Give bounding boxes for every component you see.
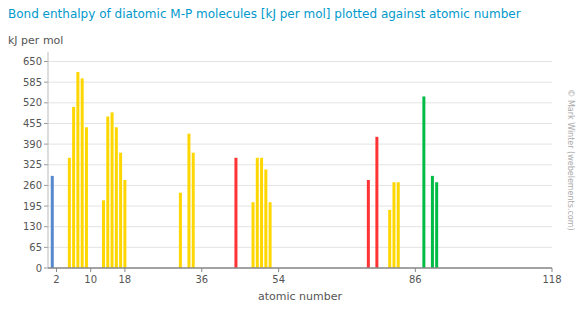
- chart: 0 65 130 195 260 325 390 455 520 585 650 2 10 18 36 54 8…: [0, 0, 580, 315]
- bar: [264, 170, 267, 268]
- y-tick: [44, 123, 48, 124]
- grid-line: [48, 268, 552, 269]
- bar: [375, 137, 378, 268]
- grid-line: [48, 164, 552, 165]
- bar: [234, 158, 237, 268]
- bar: [269, 202, 272, 268]
- bar: [367, 180, 370, 268]
- y-tick: [44, 268, 48, 269]
- y-tick-label: 650: [23, 56, 42, 67]
- y-tick-label: 0: [36, 263, 42, 274]
- bar: [51, 176, 54, 268]
- bars: [51, 72, 438, 268]
- x-tick: [415, 268, 416, 272]
- bar: [81, 78, 84, 268]
- x-tick: [56, 268, 57, 272]
- bar: [431, 176, 434, 268]
- y-tick-label: 585: [23, 77, 42, 88]
- bar: [119, 153, 122, 268]
- bar: [256, 158, 259, 268]
- y-grid: [48, 62, 552, 268]
- bar: [388, 210, 391, 268]
- y-tick: [44, 61, 48, 62]
- y-tick: [44, 206, 48, 207]
- y-tick-label: 520: [23, 97, 42, 108]
- x-tick: [278, 268, 279, 272]
- bar: [435, 182, 438, 268]
- x-tick: [552, 268, 553, 272]
- y-tick: [44, 82, 48, 83]
- y-tick-label: 195: [23, 201, 42, 212]
- x-tick-label: 86: [409, 274, 422, 285]
- y-tick-label: 260: [23, 180, 42, 191]
- grid-line: [48, 123, 552, 124]
- bar: [392, 182, 395, 268]
- y-tick: [44, 185, 48, 186]
- y-tick: [44, 102, 48, 103]
- y-tick: [44, 144, 48, 145]
- grid-line: [48, 61, 552, 62]
- y-tick: [44, 226, 48, 227]
- y-tick: [44, 247, 48, 248]
- y-tick: [44, 164, 48, 165]
- bar: [115, 127, 118, 268]
- bar: [179, 193, 182, 268]
- grid-line: [48, 82, 552, 83]
- grid-line: [48, 144, 552, 145]
- bar: [68, 158, 71, 268]
- x-axis-label: atomic number: [258, 290, 343, 303]
- bar: [123, 180, 126, 268]
- x-tick-label: 18: [119, 274, 132, 285]
- bar: [111, 112, 114, 268]
- x-tick-label: 10: [84, 274, 97, 285]
- x-tick-label: 118: [542, 274, 561, 285]
- bar: [397, 182, 400, 268]
- bar: [260, 158, 263, 268]
- y-tick-label: 130: [23, 221, 42, 232]
- bar: [422, 96, 425, 268]
- bar: [252, 202, 255, 268]
- x-tick-label: 54: [272, 274, 285, 285]
- bar: [192, 153, 195, 268]
- bar: [106, 116, 109, 268]
- x-axis-line: [48, 267, 552, 269]
- x-tick: [201, 268, 202, 272]
- title: Bond enthalpy of diatomic M-P molecules …: [8, 7, 521, 21]
- bar: [72, 107, 75, 268]
- grid-line: [48, 102, 552, 103]
- y-axis-line: [48, 52, 49, 268]
- x-tick-label: 2: [53, 274, 59, 285]
- bar: [76, 72, 79, 268]
- x-tick: [90, 268, 91, 272]
- y-tick-label: 325: [23, 159, 42, 170]
- bar: [85, 127, 88, 268]
- y-tick-label: 390: [23, 139, 42, 150]
- y-axis-label: kJ per mol: [8, 34, 63, 47]
- bar: [187, 134, 190, 268]
- watermark: © Mark Winter (webelements.com): [566, 89, 575, 230]
- x-tick: [124, 268, 125, 272]
- bar: [102, 200, 105, 268]
- x-tick-label: 36: [195, 274, 208, 285]
- y-tick-label: 65: [29, 242, 42, 253]
- y-tick-label: 455: [23, 118, 42, 129]
